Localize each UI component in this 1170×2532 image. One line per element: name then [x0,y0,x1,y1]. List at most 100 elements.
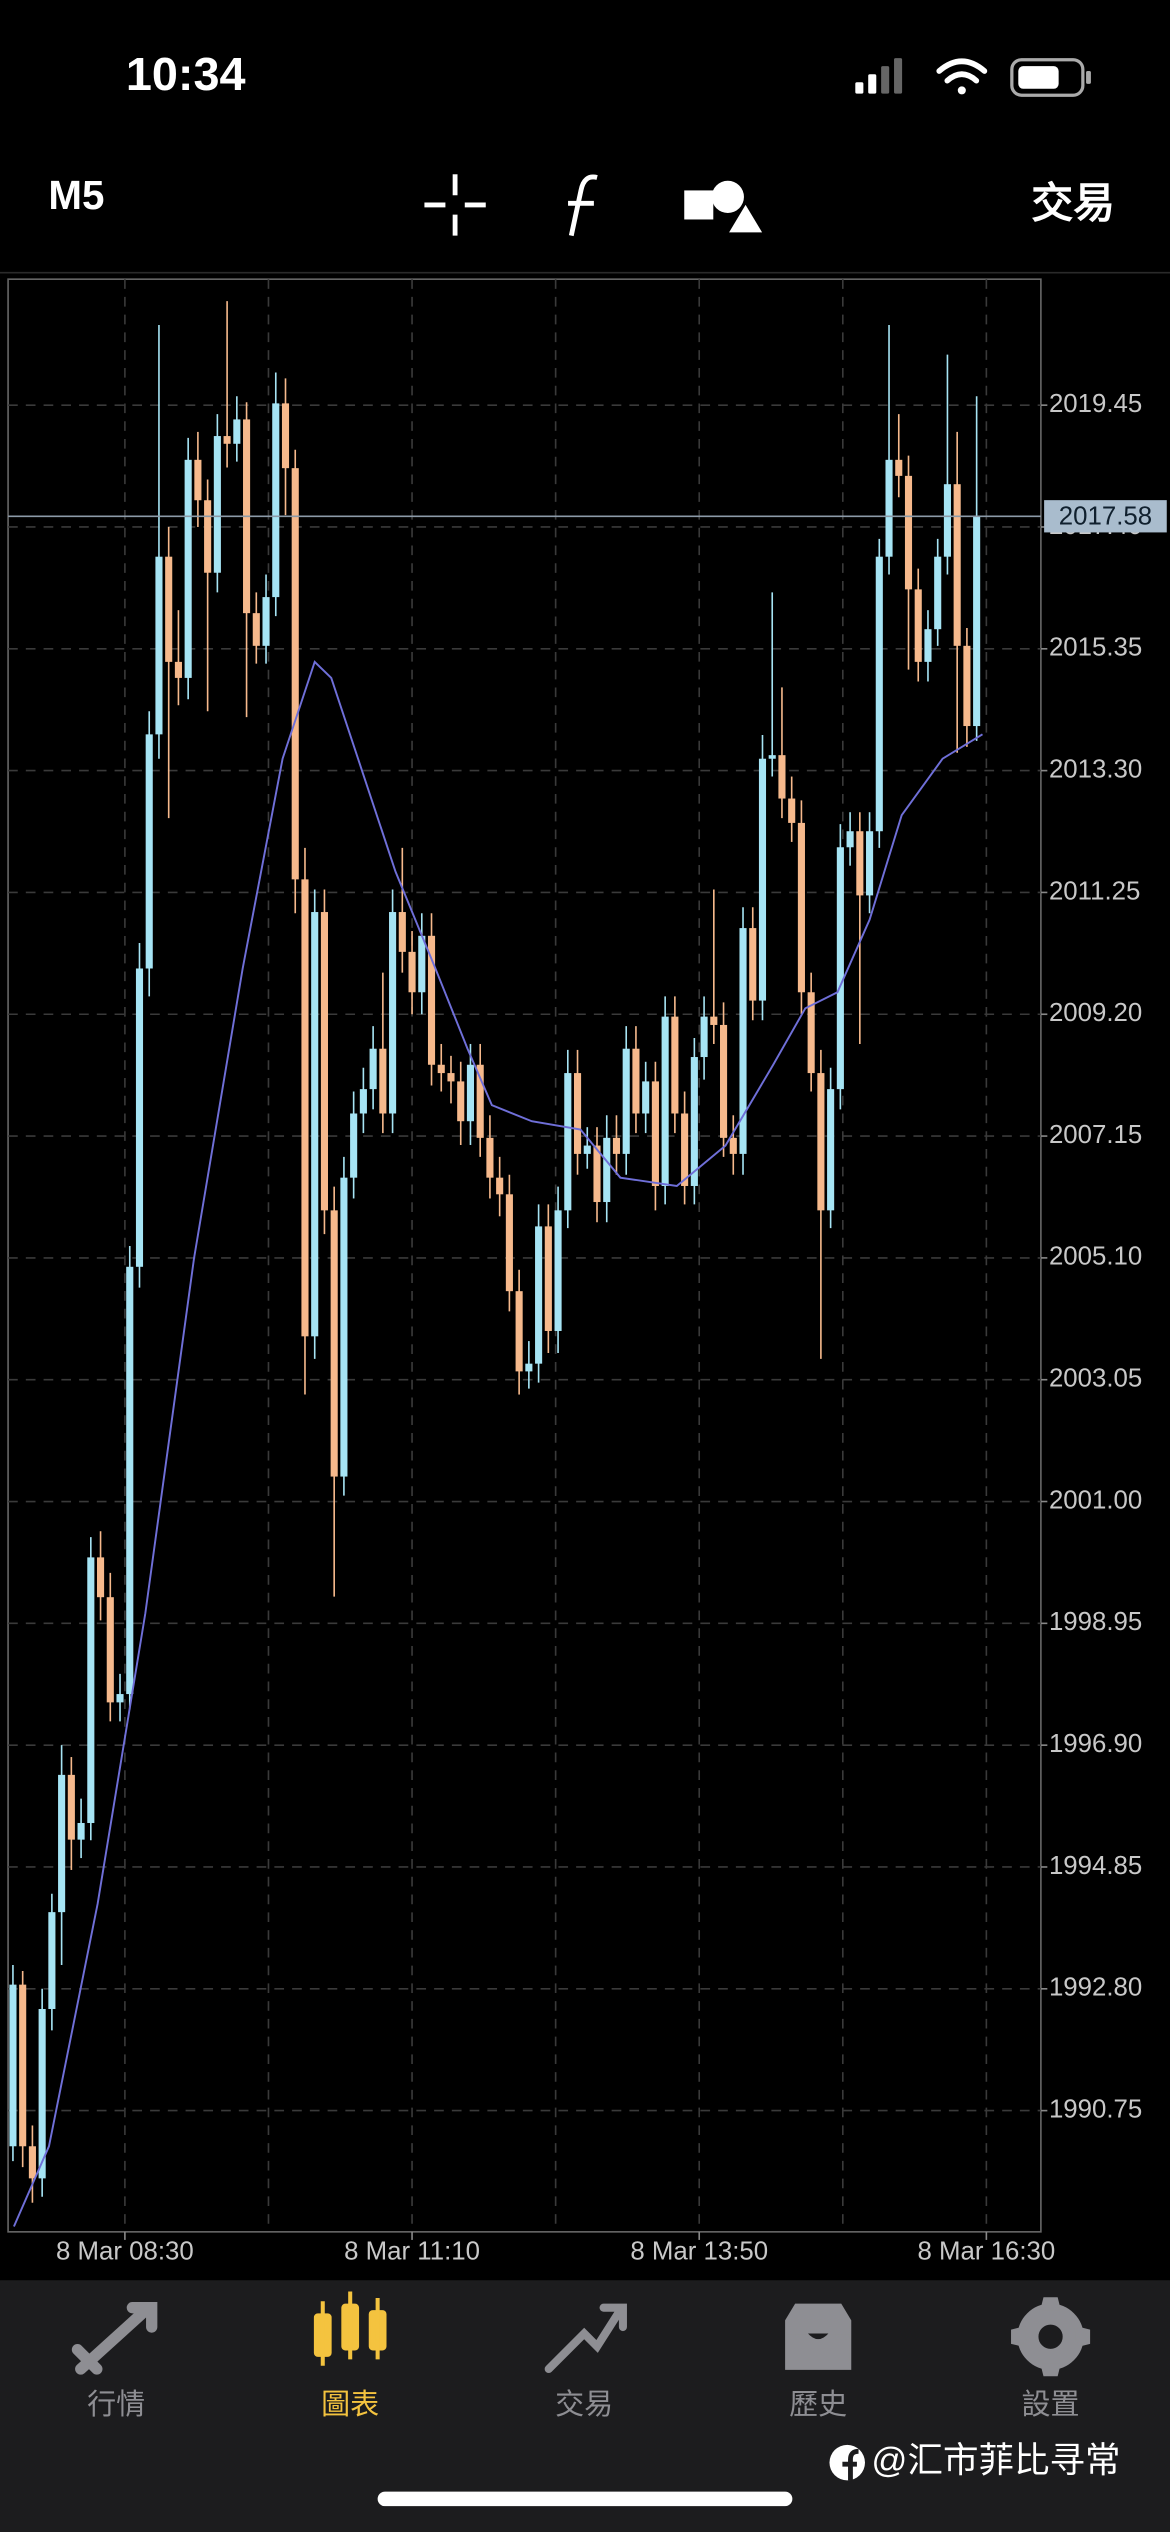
trade-button[interactable]: 交易 [1031,180,1115,227]
candle-body [320,912,328,1211]
candle-body [155,556,163,735]
chart-icon[interactable] [313,2291,387,2366]
candle-body [700,1016,708,1058]
candle-body [788,798,796,823]
candle-body [135,968,144,1267]
candle-body [272,403,280,598]
candle-body [875,556,883,832]
indicator-button[interactable] [568,174,598,237]
objects-button[interactable] [684,180,768,236]
candle-body [642,1081,650,1114]
candle-body [535,1226,543,1364]
candle-body [194,459,202,501]
candle-body [904,475,913,590]
candle-body [19,1984,27,2147]
candle-body [866,831,874,896]
candle-body [827,1089,835,1211]
candle-body [126,1266,134,1695]
y-tick-label: 1990.75 [1049,2095,1142,2123]
tab-label[interactable]: 行情 [87,2388,145,2421]
watermark: @汇市菲比寻常 [871,2440,1120,2480]
candle-body [350,1113,358,1178]
y-tick-label: 2015.35 [1049,634,1142,662]
candle-body [963,645,971,727]
x-tick-label: 8 Mar 13:50 [630,2238,768,2266]
tab-label[interactable]: 歷史 [789,2388,847,2421]
candle-body [622,1048,630,1154]
current-price-label: 2017.58 [1059,503,1152,531]
candle-body [447,1073,455,1082]
candle-body [856,831,864,896]
candle-body [28,2146,36,2179]
tab-label[interactable]: 圖表 [321,2388,379,2421]
candle-body [573,1073,582,1154]
history-icon[interactable] [785,2303,852,2370]
candle-body [301,879,309,1337]
candle-body [895,459,903,476]
candle-body [67,1774,75,1840]
tab-label[interactable]: 設置 [1022,2388,1080,2421]
candle-body [768,755,776,759]
candle-body [525,1363,533,1372]
candle-body [418,935,426,993]
timeframe[interactable]: M5 [48,172,104,218]
settings-icon[interactable] [1011,2297,1091,2377]
battery-icon [1010,58,1091,97]
quotes-icon[interactable] [71,2302,158,2375]
wifi-icon [936,58,988,95]
candle-body [311,912,319,1337]
candle-body [681,1113,689,1186]
crosshair-button[interactable] [424,174,486,236]
candle-body [651,1081,659,1186]
candle-body [48,1912,56,2010]
moving-average [13,660,983,2227]
candle-body [330,1210,338,1477]
candle-body [846,831,854,848]
x-tick-label: 8 Mar 16:30 [918,2238,1056,2266]
status-time: 10:34 [126,48,246,100]
y-tick-label: 2019.45 [1049,390,1142,418]
candle-body [564,1073,572,1211]
y-tick-label: 2001.00 [1049,1486,1142,1514]
candle-body [145,734,153,969]
watermark-logo-f [842,2448,859,2481]
candle-body [359,1089,367,1114]
y-tick-label: 2013.30 [1049,755,1142,783]
candle-body [953,484,961,646]
candle-body [739,928,747,1154]
candle-body [379,1048,387,1114]
y-tick-label: 1996.90 [1049,1730,1142,1758]
candle-body [398,912,406,952]
candle-body [437,1064,445,1074]
candle-body [389,912,397,1114]
signal-icon [855,58,903,94]
candle-body [457,1081,465,1122]
candle-body [603,1137,611,1203]
candle-body [836,847,844,1090]
candle-body [505,1194,513,1292]
current-price-box [1044,500,1167,533]
candle-body [973,516,981,727]
candle-body [291,468,299,880]
candle-body [476,1064,484,1138]
candle-body [38,2009,46,2179]
candle-body [9,1984,17,2147]
y-tick-label: 1998.95 [1049,1608,1142,1636]
candle-body [885,459,893,557]
trade-icon[interactable] [544,2303,627,2374]
tab-label[interactable]: 交易 [555,2388,613,2421]
home-indicator [377,2491,793,2507]
candle-body [204,500,212,573]
chart[interactable]: 2019.452017.402015.352013.302011.252009.… [7,278,1167,2266]
candle-body [184,459,192,678]
candle-body [496,1177,504,1195]
candle-body [720,1024,728,1138]
candle-body [87,1557,95,1824]
tab-bar [0,2280,1170,2532]
y-tick-label: 1994.85 [1049,1852,1142,1880]
candle-body [174,661,182,678]
candle-body [281,403,290,469]
candle-body [106,1597,114,1703]
